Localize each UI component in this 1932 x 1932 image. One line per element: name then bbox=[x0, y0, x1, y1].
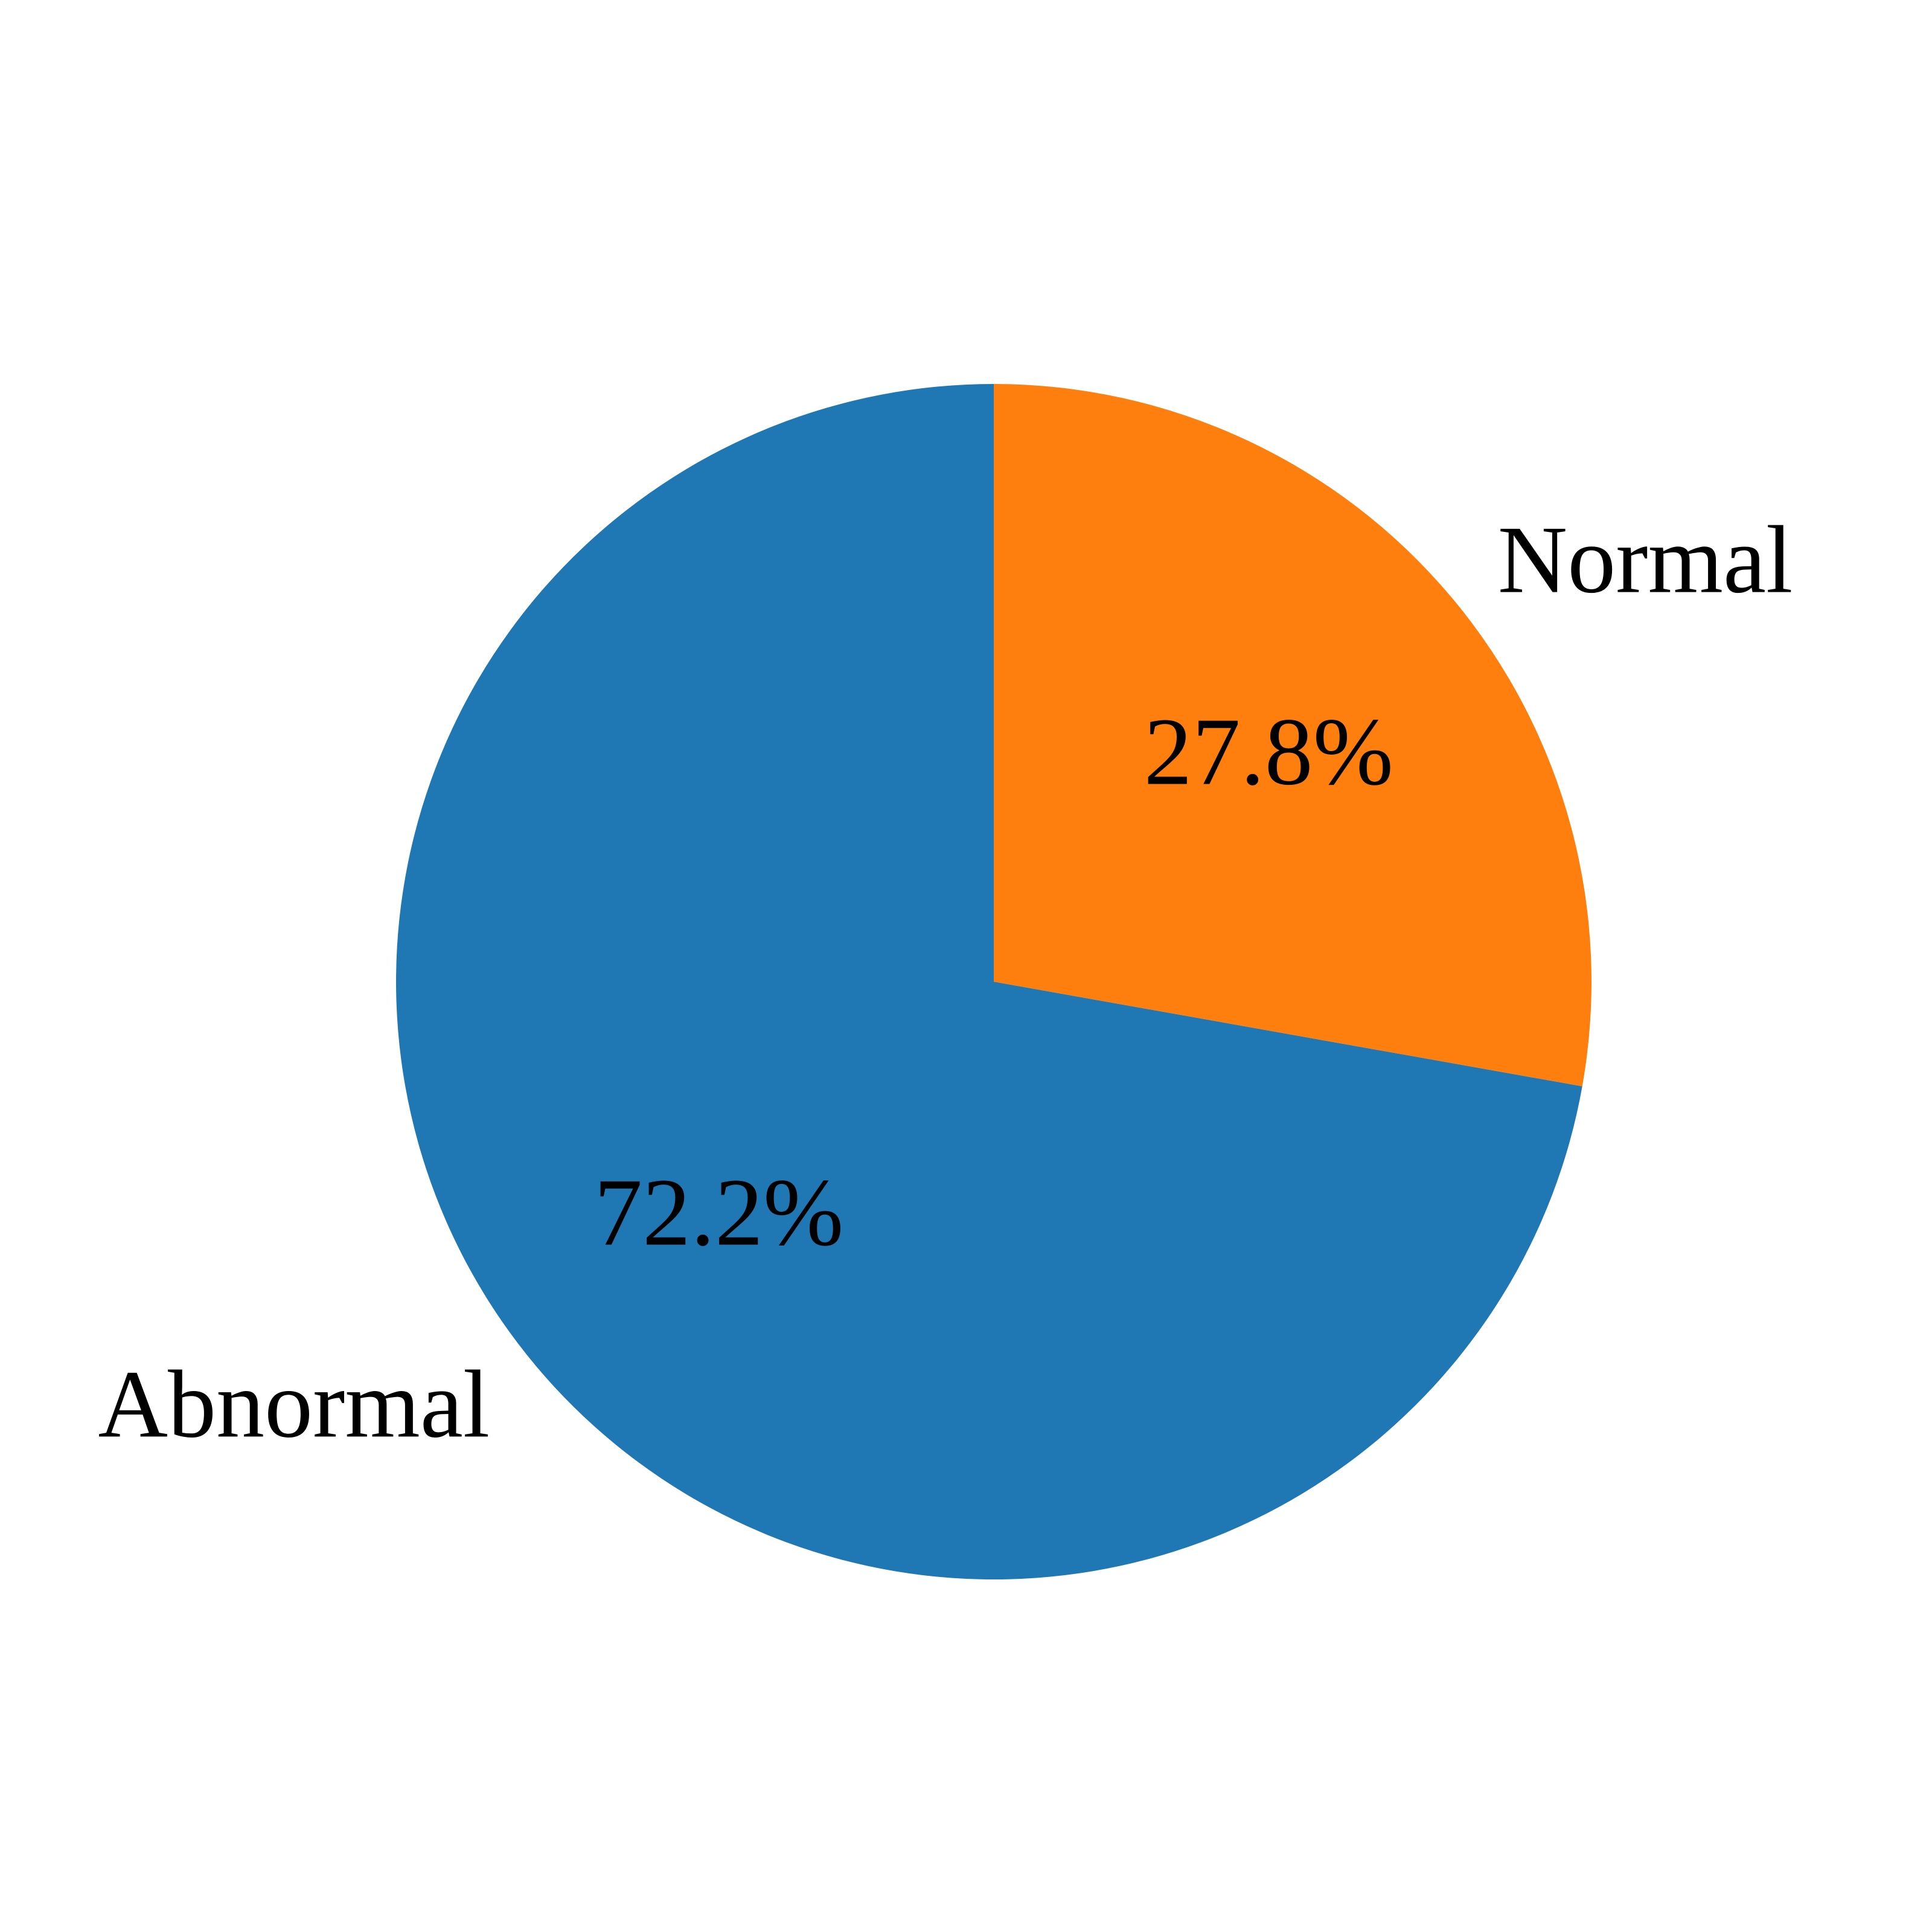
percent-label-abnormal: 72.2% bbox=[594, 1158, 843, 1265]
pie-slices bbox=[396, 384, 1591, 1579]
slice-label-abnormal: Abnormal bbox=[98, 1350, 490, 1457]
pie-labels: Abnormal 72.2% Normal 27.8% bbox=[98, 506, 1793, 1458]
percent-label-normal: 27.8% bbox=[1144, 698, 1393, 805]
pie-slice-abnormal bbox=[396, 384, 1582, 1579]
slice-label-normal: Normal bbox=[1498, 506, 1793, 613]
pie-slice-normal bbox=[994, 384, 1591, 1087]
